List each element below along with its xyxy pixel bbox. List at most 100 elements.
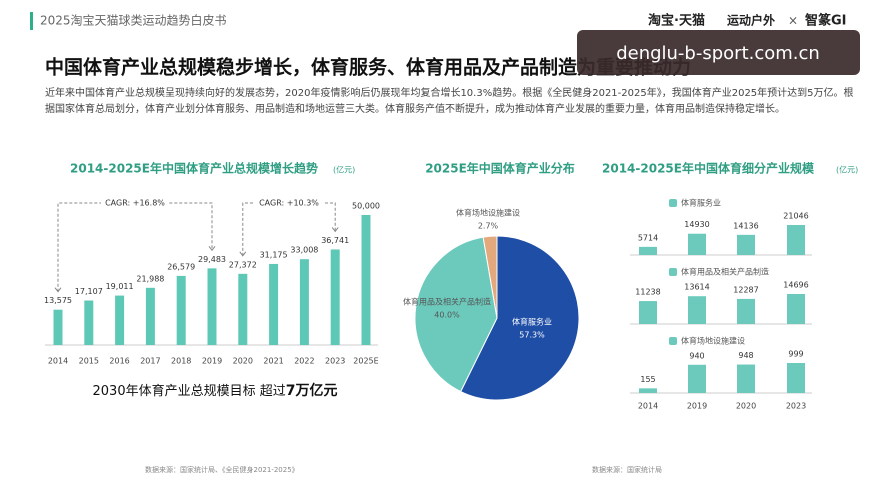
value-label: 12287 — [733, 285, 758, 294]
bar — [688, 364, 706, 393]
bar — [737, 364, 755, 393]
watermark: denglu-b-sport.com.cn — [616, 43, 820, 64]
annotation: CAGR: +16.8% — [105, 199, 165, 208]
bar — [639, 301, 657, 324]
value-label: 26,579 — [167, 262, 195, 271]
x-tick-label: 2025E — [353, 357, 378, 366]
value-label: 14930 — [684, 220, 709, 229]
value-label: 999 — [788, 350, 803, 359]
arrow-head — [54, 287, 62, 293]
arrow-head — [239, 251, 247, 257]
value-label: 14696 — [783, 281, 808, 290]
value-label: 21,988 — [136, 274, 164, 283]
chart-title: 2014-2025E年中国体育细分产业规模 — [602, 161, 815, 176]
value-label: 155 — [640, 375, 655, 384]
legend-label: 体育场地设施建设 — [681, 336, 745, 346]
bar — [176, 275, 186, 345]
legend-icon — [669, 337, 677, 345]
source: 数据来源：国家统计局、《全民健身2021-2025》 — [145, 465, 299, 474]
page-title: 中国体育产业总规模稳步增长，体育服务、体育用品及产品制造为重要推动力 — [45, 56, 691, 79]
bar — [787, 294, 805, 324]
x-tick-label: 2018 — [171, 357, 191, 366]
legend-icon — [669, 268, 677, 276]
bar — [269, 263, 279, 345]
brand: 智篆GI — [805, 13, 847, 29]
pie-slice — [482, 235, 498, 319]
bar — [737, 298, 755, 324]
legend-icon — [669, 199, 677, 207]
value-label: 5714 — [638, 233, 658, 242]
bar — [737, 234, 755, 255]
annotation-bg — [101, 196, 169, 210]
bar — [207, 268, 217, 345]
x-tick-label: 2020 — [736, 402, 756, 411]
value-label: 11238 — [635, 288, 660, 297]
callout-highlight: 7万亿元 — [286, 382, 338, 399]
value-label: 14136 — [733, 221, 758, 230]
arrow-head — [208, 246, 216, 252]
x-tick-label: 2016 — [109, 357, 129, 366]
callout-text: 2030年体育产业总规模目标 超过 — [93, 383, 286, 399]
bar — [53, 309, 63, 345]
value-label: 29,483 — [198, 255, 226, 264]
slice-value: 57.3% — [519, 331, 545, 340]
bar — [238, 273, 248, 345]
bar — [787, 225, 805, 255]
brand: 淘宝·天猫 — [648, 13, 705, 29]
bar — [639, 246, 657, 255]
bar — [688, 233, 706, 255]
bar — [115, 295, 125, 345]
x-tick-label: 2014 — [48, 357, 68, 366]
value-label: 50,000 — [352, 202, 380, 211]
annotation: CAGR: +10.3% — [259, 199, 319, 208]
pie-slice — [414, 236, 498, 393]
bar — [361, 215, 371, 345]
bar — [787, 363, 805, 393]
brand: 运动户外 — [727, 13, 775, 28]
source: 数据来源：国家统计局 — [592, 465, 662, 474]
cagr-bracket — [242, 202, 336, 256]
value-label: 940 — [689, 351, 704, 360]
x-tick-label: 2020 — [233, 357, 253, 366]
slice-label: 体育用品及相关产品制造 — [403, 297, 491, 307]
bar — [688, 296, 706, 324]
slice-label: 体育场地设施建设 — [456, 208, 520, 218]
chart-unit: (亿元) — [836, 165, 858, 175]
callout: 2030年体育产业总规模目标 超过7万亿元 — [93, 382, 338, 399]
x-tick-label: 2015 — [79, 357, 99, 366]
chart-title: 2025E年中国体育产业分布 — [425, 161, 575, 176]
value-label: 948 — [738, 351, 753, 360]
value-label: 36,741 — [321, 236, 349, 245]
intro: 近年来中国体育产业总规模呈现持续向好的发展态势，2020年疫情影响后仍展现年均复… — [45, 88, 854, 115]
header-accent — [30, 12, 33, 30]
cagr-bracket — [57, 202, 213, 292]
x-tick-label: 2022 — [294, 357, 314, 366]
legend-label: 体育服务业 — [681, 198, 721, 208]
value-label: 31,175 — [260, 250, 288, 259]
value-label: 33,008 — [290, 246, 318, 255]
value-label: 17,107 — [75, 287, 103, 296]
report-name: 2025淘宝天猫球类运动趋势白皮书 — [40, 13, 227, 28]
x-tick-label: 2014 — [638, 402, 658, 411]
arrow-head — [331, 227, 339, 233]
x-tick-label: 2019 — [687, 402, 707, 411]
slice-value: 2.7% — [478, 222, 499, 231]
value-label: 27,372 — [229, 260, 257, 269]
value-label: 21046 — [783, 212, 808, 221]
bar — [639, 388, 657, 393]
bar — [330, 249, 340, 345]
pie-slice — [460, 235, 580, 401]
x-tick-label: 2023 — [786, 402, 806, 411]
bar — [299, 259, 309, 345]
x-tick-label: 2023 — [325, 357, 345, 366]
x-tick-label: 2019 — [202, 357, 222, 366]
value-label: 19,011 — [106, 282, 134, 291]
bar — [84, 300, 94, 345]
annotation-bg — [255, 196, 323, 210]
x-tick-label: 2021 — [263, 357, 283, 366]
value-label: 13614 — [684, 283, 709, 292]
x-tick-label: 2017 — [140, 357, 160, 366]
legend-label: 体育用品及相关产品制造 — [681, 267, 769, 277]
